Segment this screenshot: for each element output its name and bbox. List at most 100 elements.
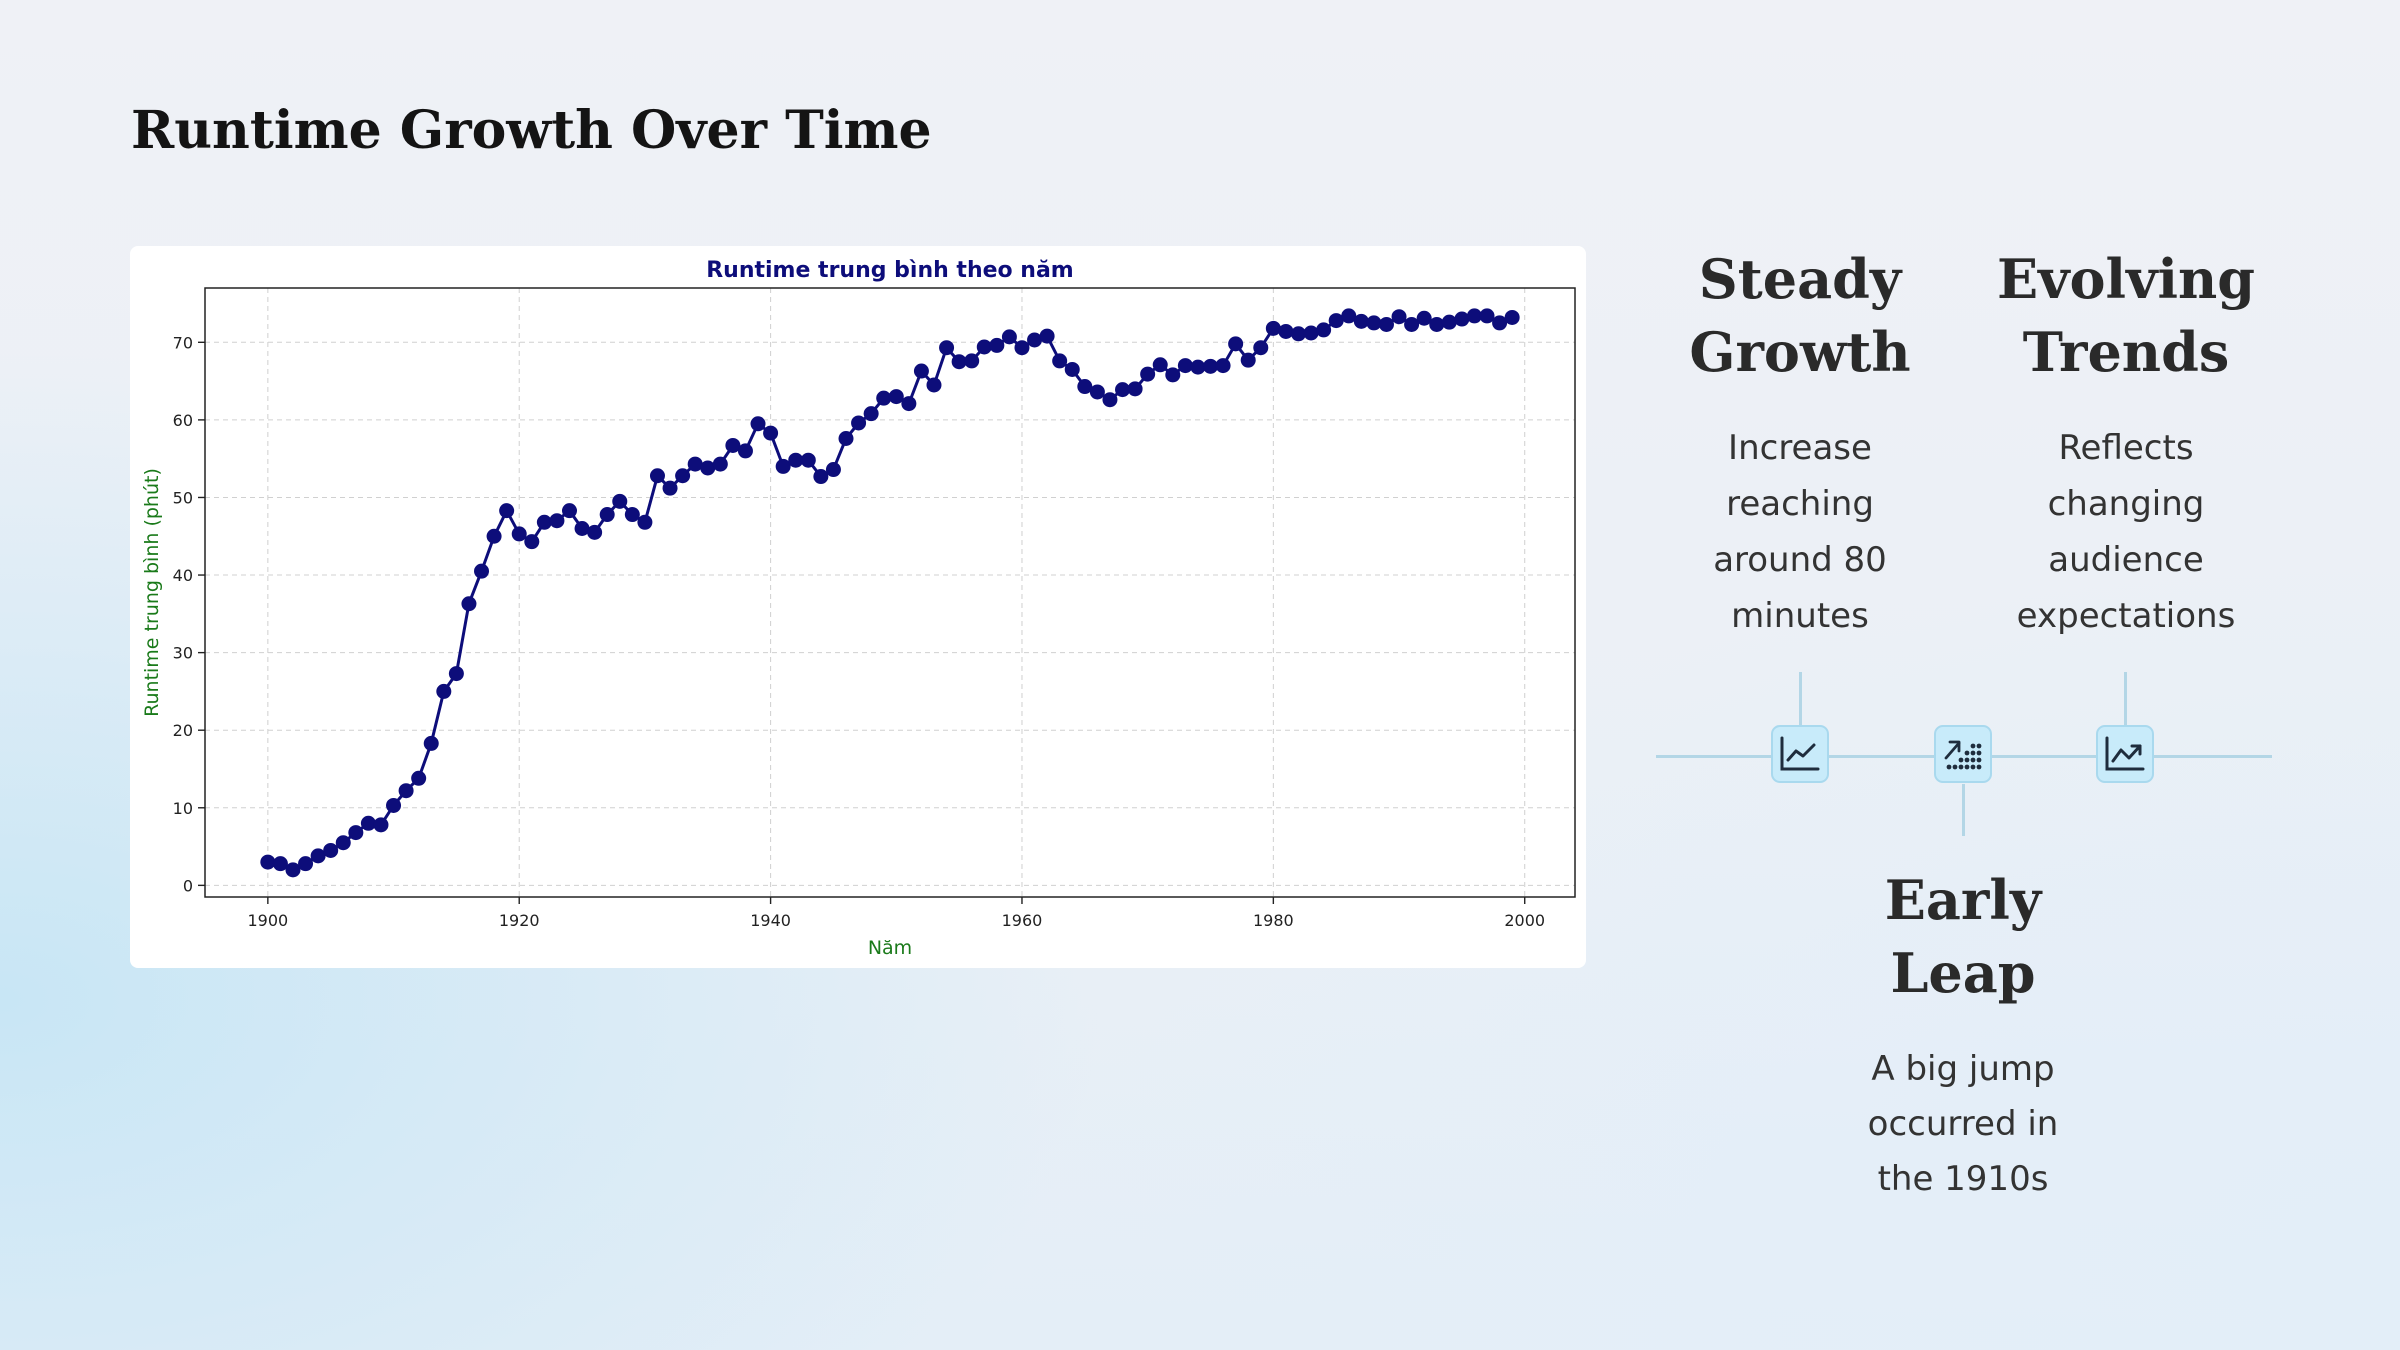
data-point: [272, 856, 288, 872]
data-point: [1316, 322, 1332, 338]
y-tick-label: 0: [183, 876, 193, 895]
data-point: [298, 856, 314, 872]
data-point: [511, 526, 527, 542]
series-points: [260, 308, 1520, 878]
data-point: [486, 528, 502, 544]
data-point: [461, 596, 477, 612]
x-tick-label: 1980: [1253, 911, 1294, 930]
data-point: [1466, 308, 1482, 324]
evolving-trends-heading-line1: Evolving: [1997, 247, 2255, 311]
data-point: [750, 416, 766, 432]
data-point: [1215, 358, 1231, 374]
data-point: [1089, 384, 1105, 400]
data-point: [788, 452, 804, 468]
data-point: [599, 507, 615, 523]
early-leap-desc-line: occurred in: [1867, 1104, 2059, 1144]
data-point: [436, 683, 452, 699]
y-tick-label: 60: [173, 411, 193, 430]
data-point: [939, 340, 955, 356]
data-point: [964, 353, 980, 369]
data-point: [285, 862, 301, 878]
data-point: [687, 456, 703, 472]
data-point: [989, 337, 1005, 353]
grid: [205, 288, 1575, 897]
steady-growth-heading-line1: Steady: [1698, 247, 1902, 311]
data-point: [1378, 316, 1394, 332]
axis-ticks: 1900 1920 1940 1960 1980 2000 0 10 20 30 40 50 60 70: [173, 333, 1545, 930]
data-point: [474, 563, 490, 579]
y-tick-label: 50: [173, 488, 193, 507]
data-point: [1391, 309, 1407, 325]
data-point: [1504, 309, 1520, 325]
evolving-trends-heading-line2: Trends: [2022, 320, 2230, 384]
early-leap-desc-line: A big jump: [1871, 1049, 2055, 1089]
data-point: [1278, 323, 1294, 339]
trend-up-chart-icon: [2096, 725, 2154, 783]
data-point: [913, 363, 929, 379]
data-point: [1115, 382, 1131, 398]
data-point: [1492, 315, 1508, 331]
data-point: [536, 514, 552, 530]
data-point: [737, 443, 753, 459]
y-tick-label: 20: [173, 721, 193, 740]
data-point: [675, 468, 691, 484]
data-point: [813, 469, 829, 485]
data-point: [763, 425, 779, 441]
data-point: [499, 503, 515, 519]
data-point: [863, 406, 879, 422]
data-point: [1027, 332, 1043, 348]
scatter-trend-icon: [1934, 725, 1992, 783]
data-point: [310, 848, 326, 864]
data-point: [323, 842, 339, 858]
evolving-trends-description: Reflects changing audience expectations: [1946, 420, 2306, 644]
data-point: [1152, 357, 1168, 373]
steady-growth-description: Increase reaching around 80 minutes: [1620, 420, 1980, 644]
runtime-line-chart: 1900 1920 1940 1960 1980 2000010203040506070 …: [141, 258, 1576, 959]
data-point: [524, 534, 540, 550]
data-point: [926, 377, 942, 393]
data-point: [700, 460, 716, 476]
data-point: [1228, 336, 1244, 352]
data-point: [587, 524, 603, 540]
data-point: [1429, 316, 1445, 332]
evolving-trends-desc-line: changing: [2047, 484, 2205, 524]
early-leap-description: A big jump occurred in the 1910s: [1783, 1042, 2143, 1207]
line-chart-icon: [1771, 725, 1829, 783]
early-leap-heading-line1: Early: [1884, 868, 2042, 932]
data-point: [1165, 367, 1181, 383]
data-point: [1265, 320, 1281, 336]
x-tick-label: 1920: [499, 911, 540, 930]
steady-growth-desc-line: around 80: [1713, 540, 1887, 580]
data-point: [1353, 313, 1369, 329]
chart-card: 1900 1920 1940 1960 1980 2000 0 10 20 30 40 50 60 70 …: [130, 246, 1586, 968]
data-point: [574, 520, 590, 536]
y-tick-label: 70: [173, 333, 193, 352]
data-point: [1366, 315, 1382, 331]
data-point: [612, 493, 628, 509]
page-title: Runtime Growth Over Time: [131, 100, 932, 161]
y-tick-label: 30: [173, 644, 193, 663]
x-tick-label: 1900: [247, 911, 288, 930]
data-point: [1127, 381, 1143, 397]
chart-title: Runtime trung bình theo năm: [706, 258, 1074, 283]
data-point: [1240, 352, 1256, 368]
data-point: [951, 354, 967, 370]
data-point: [1001, 329, 1017, 345]
data-point: [649, 468, 665, 484]
data-point: [373, 817, 389, 833]
x-axis-label: Năm: [868, 937, 912, 959]
data-point: [662, 480, 678, 496]
timeline-stem-early: [1962, 784, 1965, 836]
data-point: [1328, 313, 1344, 329]
data-point: [1064, 361, 1080, 377]
data-point: [411, 770, 427, 786]
evolving-trends-desc-line: Reflects: [2058, 428, 2194, 468]
evolving-trends-heading: Evolving Trends: [1946, 243, 2306, 389]
timeline-stem-evolving: [2124, 672, 2127, 727]
data-point: [348, 825, 364, 841]
data-point: [1014, 340, 1030, 356]
data-point: [335, 835, 351, 851]
data-point: [1341, 308, 1357, 324]
data-point: [800, 452, 816, 468]
steady-growth-heading: Steady Growth: [1620, 243, 1980, 389]
